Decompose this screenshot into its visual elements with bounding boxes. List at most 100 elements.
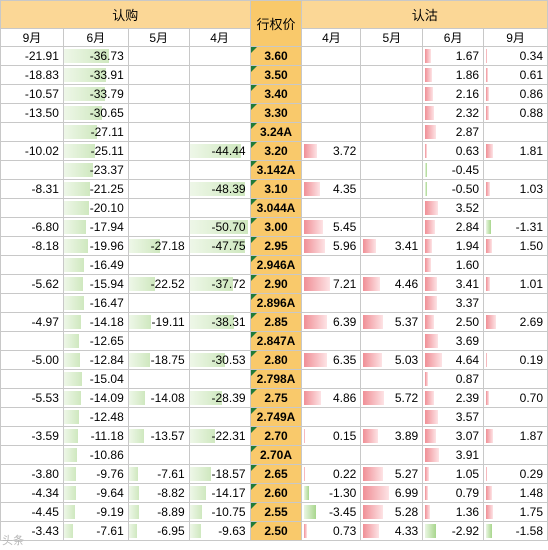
- put-data-bar: [486, 524, 493, 538]
- call-data-bar: [129, 486, 139, 500]
- put-data-bar: [425, 144, 428, 158]
- table-row: -10.57 -33.79 3.40 2.16 0.86: [0, 84, 548, 104]
- put-data-bar: [425, 68, 432, 82]
- put-value: 6.99: [394, 486, 419, 500]
- strike-price-cell: 3.10: [249, 179, 303, 199]
- put-data-bar: [425, 391, 434, 405]
- strike-value: 2.847A: [256, 334, 296, 348]
- call-value: -19.11: [151, 315, 185, 329]
- put-cell: 0.79: [422, 483, 485, 503]
- call-data-bar: [190, 486, 206, 500]
- put-cell: [301, 369, 362, 389]
- put-data-bar: [425, 467, 429, 481]
- call-value: -8.82: [157, 486, 185, 500]
- call-value: -8.31: [31, 182, 59, 196]
- call-cell: [0, 369, 64, 389]
- table-row: -5.53 -14.09 -14.08 -28.39 2.75 4.86 5.72 2.39 0…: [0, 388, 548, 408]
- put-cell: 2.16: [422, 84, 485, 104]
- call-cell: [0, 331, 64, 351]
- strike-value: 2.70: [264, 429, 288, 443]
- put-value: -1.58: [515, 524, 543, 538]
- call-data-bar: [64, 106, 102, 120]
- call-data-bar: [64, 144, 95, 158]
- call-cell: [188, 198, 251, 218]
- call-cell: [0, 293, 64, 313]
- call-value: -9.76: [96, 467, 124, 481]
- call-value: -18.57: [211, 467, 246, 481]
- call-cell: -36.73: [62, 46, 129, 66]
- put-value: 3.41: [394, 239, 419, 253]
- put-cell: 6.99: [360, 483, 424, 503]
- put-cell: 0.29: [483, 464, 548, 484]
- cell-marker-icon: [251, 47, 257, 53]
- put-data-bar: [425, 277, 438, 291]
- put-value: 1.67: [455, 49, 480, 63]
- strike-price-cell: 2.85: [249, 312, 303, 332]
- put-data-bar: [363, 524, 380, 538]
- call-value: -4.97: [31, 315, 59, 329]
- put-cell: 0.86: [483, 84, 548, 104]
- put-data-bar: [486, 467, 488, 481]
- put-value: 3.07: [455, 429, 480, 443]
- table-row: -10.02 -25.11 -44.44 3.20 3.72 0.63 1.81: [0, 141, 548, 161]
- call-cell: -50.70: [188, 217, 251, 237]
- call-data-bar: [190, 315, 234, 329]
- put-data-bar: [486, 87, 490, 101]
- put-cell: 1.87: [483, 426, 548, 446]
- call-cell: [127, 122, 190, 142]
- call-value: -30.65: [89, 106, 124, 120]
- put-cell: -0.45: [422, 160, 485, 180]
- put-value: 7.21: [333, 277, 357, 291]
- put-data-bar: [304, 144, 318, 158]
- put-data-bar: [304, 486, 309, 500]
- call-value: -9.19: [96, 505, 124, 519]
- call-data-bar: [190, 277, 234, 291]
- strike-value: 2.55: [264, 505, 288, 519]
- put-cell: 1.75: [483, 502, 548, 522]
- call-data-bar: [190, 239, 245, 253]
- call-cell: -3.80: [0, 464, 64, 484]
- put-cell: [360, 160, 424, 180]
- put-data-bar: [363, 391, 385, 405]
- put-data-bar: [304, 315, 327, 329]
- put-data-bar: [363, 315, 383, 329]
- put-cell: 0.73: [301, 521, 362, 541]
- call-data-bar: [129, 353, 151, 367]
- put-cell: [301, 122, 362, 142]
- call-data-bar: [129, 429, 145, 443]
- call-cell: [127, 141, 190, 161]
- table-row: -15.04 2.798A 0.87: [0, 369, 548, 389]
- cell-marker-icon: [251, 66, 257, 72]
- put-cell: 4.64: [422, 350, 485, 370]
- call-cell: [188, 122, 251, 142]
- cell-marker-icon: [251, 85, 257, 91]
- call-value: -18.75: [150, 353, 185, 367]
- put-data-bar: [425, 182, 427, 196]
- put-data-bar: [425, 353, 442, 367]
- call-value: -16.47: [89, 296, 124, 310]
- put-cell: [360, 84, 424, 104]
- call-cell: [188, 103, 251, 123]
- put-data-bar: [304, 220, 324, 234]
- call-cell: [127, 84, 190, 104]
- strike-price-cell: 3.142A: [249, 160, 303, 180]
- put-cell: 3.07: [422, 426, 485, 446]
- call-data-bar: [64, 448, 78, 462]
- call-cell: -15.04: [62, 369, 129, 389]
- call-data-bar: [64, 258, 85, 272]
- strike-value: 3.60: [264, 49, 288, 63]
- put-data-bar: [304, 391, 322, 405]
- call-value: -28.39: [211, 391, 246, 405]
- put-data-bar: [304, 239, 326, 253]
- put-value: 1.94: [455, 239, 480, 253]
- call-value: -14.08: [150, 391, 185, 405]
- call-value: -11.18: [90, 429, 124, 443]
- table-row: -20.10 3.044A 3.52: [0, 198, 548, 218]
- put-cell: [360, 103, 424, 123]
- call-cell: -12.84: [62, 350, 129, 370]
- watermark-logo: 头条: [2, 535, 24, 547]
- put-cell: 1.81: [483, 141, 548, 161]
- put-cell: [301, 84, 362, 104]
- cell-marker-icon: [251, 389, 257, 395]
- call-cell: -6.80: [0, 217, 64, 237]
